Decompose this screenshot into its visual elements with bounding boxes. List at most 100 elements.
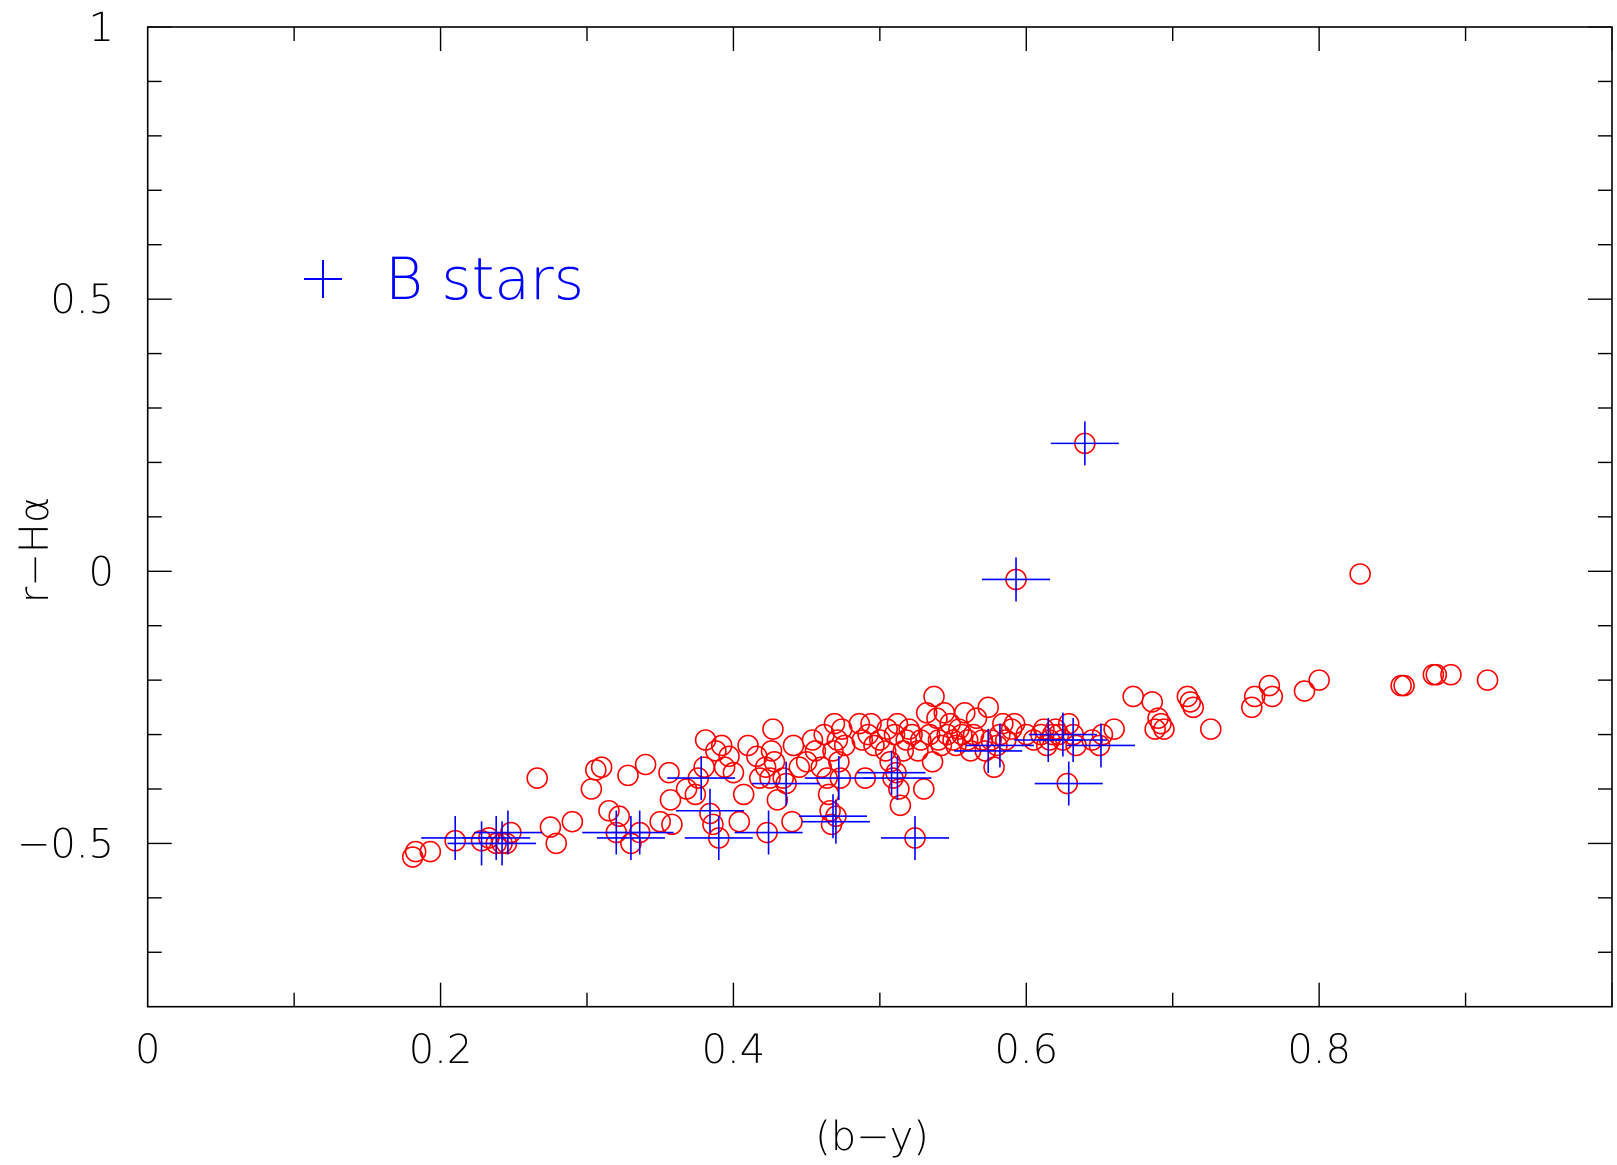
legend-label: B stars [385,245,584,313]
b-star-marker [1050,421,1119,466]
data-point-circle [732,783,755,806]
data-point-circle [879,750,901,773]
data-point-circle [539,816,562,838]
data-point-circle [1199,718,1222,740]
data-point-circle [634,753,657,776]
b-star-marker [857,750,926,795]
b-star-marker [798,794,867,839]
data-point-circle [965,707,988,730]
data-point-circle [658,761,680,784]
data-point-circle [1179,691,1202,713]
b-star-marker [1028,712,1097,757]
data-point-circle [948,718,970,740]
data-point-circle [759,767,781,789]
data-point-circle [923,685,945,708]
data-point-circle [1057,712,1080,735]
b-star-marker [473,810,542,855]
data-point-circle [608,805,631,828]
b-star-marker [468,821,537,866]
tick-labels: 0 0.2 0.4 0.6 0.8 −0.5 0 0.5 1 [17,5,1351,1073]
data-point-circle [848,712,871,735]
x-tick-label: 0.6 [994,1027,1058,1073]
data-point-circle [1000,718,1023,740]
b-star-marker [804,756,873,801]
data-point-circle [953,701,976,724]
data-point-circle [684,783,707,806]
data-point-circle [766,789,789,811]
data-point-circle [860,712,882,735]
data-point-circle [617,764,639,787]
data-point-circle [782,734,805,757]
data-point-circle [892,740,915,762]
b-star-marker [462,815,531,860]
b-star-marker [752,761,821,806]
data-point-circle [598,799,620,822]
data-point-circle [1349,563,1371,585]
y-tick-label: 1 [89,5,114,51]
data-point-circle [804,740,827,762]
data-point-circle [1150,712,1172,735]
data-point-circle [526,767,549,789]
data-point-circle [1393,674,1415,697]
data-point-circle [561,810,584,833]
b-star-marker [1039,718,1108,763]
data-point-circle [863,734,885,757]
data-point-circle [705,740,727,762]
y-axis-title: r−Hα [12,497,58,603]
x-axis-title: (b−y) [815,1114,929,1160]
data-point-circle [983,756,1005,779]
y-tick-label: 0 [89,549,114,595]
data-point-circle [545,832,568,855]
data-point-circle [1147,707,1169,730]
data-point-circle [977,696,1000,719]
b-star-marker [801,799,870,844]
b-star-marker [880,815,949,860]
b-star-marker [605,810,674,855]
data-point-circle [823,712,846,735]
data-point-circle [722,761,745,784]
data-point-circle [795,750,818,773]
b-star-marker [1066,723,1135,768]
data-point-circle [889,794,912,817]
data-point-circle [772,767,795,789]
data-point-circle [1122,685,1144,708]
data-point-circle [822,740,844,762]
data-point-circle [1476,669,1499,691]
plot-frame [146,26,1613,1008]
x-tick-label: 0.2 [409,1027,473,1073]
data-point-circle [826,729,849,751]
data-point-circle [659,789,682,811]
data-point-circle [1141,691,1164,713]
b-star-marker [863,756,932,801]
data-point-circle [590,756,613,779]
data-point-circle [876,718,898,740]
data-point-circle [1182,696,1205,719]
data-point-circle [763,750,786,773]
data-point-circle [851,729,874,751]
data-point-circle [1240,696,1263,719]
data-point-circle [886,712,909,735]
data-point-circle [419,840,442,863]
b-star-marker [675,788,744,833]
y-tick-label: −0.5 [17,821,114,867]
b-star-marker [982,557,1051,602]
data-point-circle [1308,669,1330,691]
data-point-circle [936,723,959,746]
data-point-circle [1293,680,1316,702]
data-point-circle [898,718,920,740]
data-point-circle [661,813,683,836]
data-point-circle [907,740,929,762]
b-star-marker [596,815,665,860]
data-point-circle [1425,663,1448,686]
data-point-circle [737,734,759,757]
data-point-circle [883,723,906,746]
data-point-circle [702,813,724,836]
data-point-circle [1003,712,1026,735]
b-star-marker [734,810,803,855]
data-point-circle [1440,663,1462,686]
data-point-circle [580,778,603,800]
b-stars-series [421,421,1135,866]
data-point-circle [888,778,910,800]
data-point-circle [781,810,803,833]
